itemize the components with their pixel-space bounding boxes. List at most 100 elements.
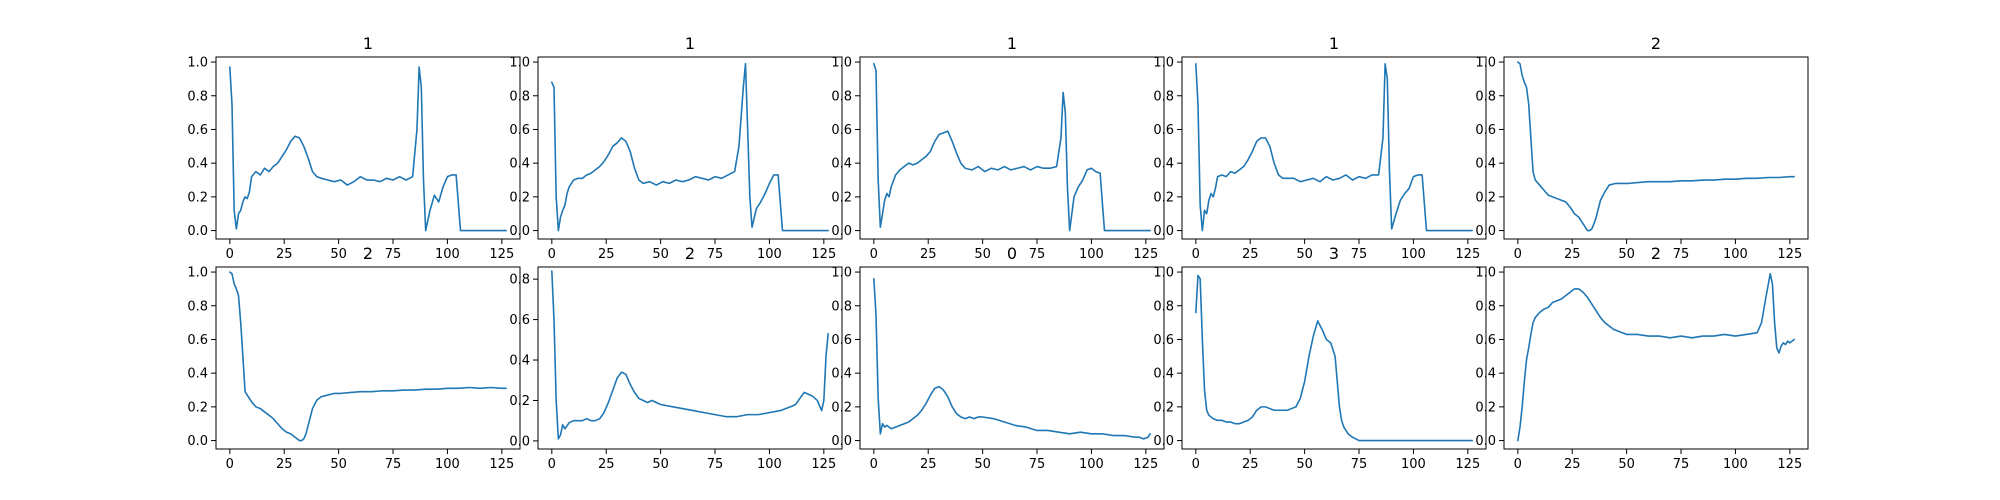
subplot-9: 3 0 25 50 75 100 125 0.0 0.2 0.4 0.6 0.8 1.0 bbox=[1153, 244, 1487, 472]
y-tick-label: 0.2 bbox=[831, 190, 852, 205]
y-tick-label: 0.6 bbox=[187, 333, 208, 348]
x-tick-label: 25 bbox=[1564, 247, 1581, 262]
y-tick-label: 0.4 bbox=[509, 157, 530, 172]
x-tick-label: 100 bbox=[757, 457, 782, 472]
x-tick-label: 50 bbox=[1296, 247, 1313, 262]
y-tick-label: 1.0 bbox=[187, 56, 208, 71]
y-tick-label: 0.2 bbox=[187, 400, 208, 415]
x-tick-label: 125 bbox=[811, 247, 836, 262]
x-tick-label: 50 bbox=[974, 247, 991, 262]
subplot-title: 2 bbox=[1651, 34, 1661, 53]
y-tick-label: 1.0 bbox=[1475, 266, 1496, 281]
subplot-title: 2 bbox=[685, 244, 695, 263]
subplot-8: 0 0 25 50 75 100 125 0.0 0.2 0.4 0.6 0.8 1.0 bbox=[831, 244, 1165, 472]
y-tick-label: 0.2 bbox=[1153, 190, 1174, 205]
x-tick-label: 0 bbox=[548, 457, 556, 472]
x-tick-label: 100 bbox=[1401, 247, 1426, 262]
y-tick-label: 0.6 bbox=[1153, 123, 1174, 138]
y-tick-label: 0.0 bbox=[509, 434, 530, 449]
series-line bbox=[551, 270, 829, 440]
y-tick-label: 0.0 bbox=[831, 434, 852, 449]
x-tick-label: 125 bbox=[1455, 247, 1480, 262]
subplot-title: 2 bbox=[363, 244, 373, 263]
series-line bbox=[1517, 272, 1795, 442]
plot-frame bbox=[859, 56, 1165, 240]
y-tick-label: 0.0 bbox=[831, 224, 852, 239]
x-tick-label: 75 bbox=[1029, 247, 1046, 262]
x-tick-label: 75 bbox=[707, 457, 724, 472]
subplot-title: 0 bbox=[1007, 244, 1017, 263]
x-tick-label: 0 bbox=[1514, 457, 1522, 472]
x-tick-label: 75 bbox=[1351, 457, 1368, 472]
y-tick-label: 1.0 bbox=[509, 56, 530, 71]
x-tick-label: 25 bbox=[1242, 247, 1259, 262]
x-tick-label: 125 bbox=[1777, 247, 1802, 262]
x-tick-label: 50 bbox=[1618, 457, 1635, 472]
y-tick-label: 0.0 bbox=[1153, 434, 1174, 449]
x-tick-label: 75 bbox=[385, 247, 402, 262]
y-tick-label: 1.0 bbox=[1475, 56, 1496, 71]
series-line bbox=[229, 66, 507, 232]
x-tick-label: 25 bbox=[598, 247, 615, 262]
x-tick-label: 0 bbox=[1192, 247, 1200, 262]
subplot-title: 1 bbox=[363, 34, 373, 53]
y-tick-label: 0.8 bbox=[187, 299, 208, 314]
y-tick-label: 0.4 bbox=[509, 354, 530, 369]
series-line bbox=[1195, 62, 1473, 232]
x-tick-label: 25 bbox=[1242, 457, 1259, 472]
y-tick-label: 0.2 bbox=[509, 190, 530, 205]
y-tick-label: 0.4 bbox=[1475, 367, 1496, 382]
x-tick-label: 100 bbox=[757, 247, 782, 262]
x-tick-label: 75 bbox=[385, 457, 402, 472]
x-tick-label: 125 bbox=[1133, 247, 1158, 262]
y-tick-label: 0.2 bbox=[1153, 400, 1174, 415]
plot-frame bbox=[859, 266, 1165, 450]
x-tick-label: 100 bbox=[435, 457, 460, 472]
x-tick-label: 25 bbox=[1564, 457, 1581, 472]
subplot-title: 1 bbox=[1007, 34, 1017, 53]
y-tick-label: 0.4 bbox=[187, 157, 208, 172]
y-tick-label: 0.4 bbox=[831, 367, 852, 382]
y-tick-label: 0.6 bbox=[509, 123, 530, 138]
x-tick-label: 75 bbox=[1351, 247, 1368, 262]
x-tick-label: 75 bbox=[1673, 457, 1690, 472]
subplot-2: 1 0 25 50 75 100 125 0.0 0.2 0.4 0.6 0.8 1.0 bbox=[509, 34, 843, 262]
plot-frame bbox=[1181, 56, 1487, 240]
subplot-5: 2 0 25 50 75 100 125 0.0 0.2 0.4 0.6 0.8 1.0 bbox=[1475, 34, 1809, 262]
x-tick-label: 25 bbox=[598, 457, 615, 472]
x-tick-label: 125 bbox=[811, 457, 836, 472]
subplot-title: 3 bbox=[1329, 244, 1339, 263]
x-tick-label: 0 bbox=[870, 457, 878, 472]
x-tick-label: 100 bbox=[1079, 457, 1104, 472]
x-tick-label: 50 bbox=[330, 247, 347, 262]
y-tick-label: 0.8 bbox=[831, 89, 852, 104]
subplot-7: 2 0 25 50 75 100 125 0.0 0.2 0.4 0.6 0.8 bbox=[509, 244, 843, 472]
x-tick-label: 75 bbox=[1029, 457, 1046, 472]
plot-frame bbox=[215, 56, 521, 240]
series-line bbox=[873, 62, 1151, 232]
x-tick-label: 50 bbox=[652, 457, 669, 472]
y-tick-label: 0.4 bbox=[1153, 157, 1174, 172]
y-tick-label: 0.8 bbox=[1475, 89, 1496, 104]
x-tick-label: 0 bbox=[226, 247, 234, 262]
x-tick-label: 25 bbox=[920, 457, 937, 472]
x-tick-label: 75 bbox=[707, 247, 724, 262]
x-tick-label: 50 bbox=[1618, 247, 1635, 262]
y-tick-label: 1.0 bbox=[1153, 56, 1174, 71]
x-tick-label: 50 bbox=[974, 457, 991, 472]
y-tick-label: 0.8 bbox=[1153, 299, 1174, 314]
y-tick-label: 0.0 bbox=[1475, 434, 1496, 449]
x-tick-label: 0 bbox=[1192, 457, 1200, 472]
x-tick-label: 100 bbox=[1079, 247, 1104, 262]
y-tick-label: 0.6 bbox=[831, 123, 852, 138]
x-tick-label: 50 bbox=[330, 457, 347, 472]
y-tick-label: 0.4 bbox=[1153, 367, 1174, 382]
subplot-6: 2 0 25 50 75 100 125 0.0 0.2 0.4 0.6 0.8 1.0 bbox=[187, 244, 521, 472]
x-tick-label: 125 bbox=[489, 247, 514, 262]
subplot-1: 1 0 25 50 75 100 125 0.0 0.2 0.4 0.6 0.8 1.0 bbox=[187, 34, 521, 262]
plot-frame bbox=[537, 266, 843, 450]
subplot-title: 1 bbox=[685, 34, 695, 53]
y-tick-label: 0.8 bbox=[187, 89, 208, 104]
